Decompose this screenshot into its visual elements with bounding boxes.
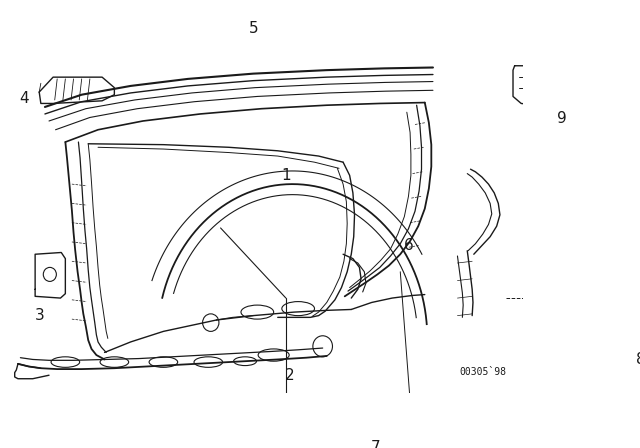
Text: 3: 3 (35, 308, 44, 323)
Text: 1: 1 (281, 168, 291, 183)
Text: 8: 8 (636, 352, 640, 367)
Text: 5: 5 (248, 21, 258, 35)
Text: 2: 2 (285, 368, 295, 383)
Text: 6: 6 (404, 238, 413, 253)
Text: 4: 4 (20, 90, 29, 106)
Text: 00305`98: 00305`98 (460, 367, 506, 377)
Text: 9: 9 (557, 111, 567, 126)
Text: 7: 7 (371, 439, 381, 448)
